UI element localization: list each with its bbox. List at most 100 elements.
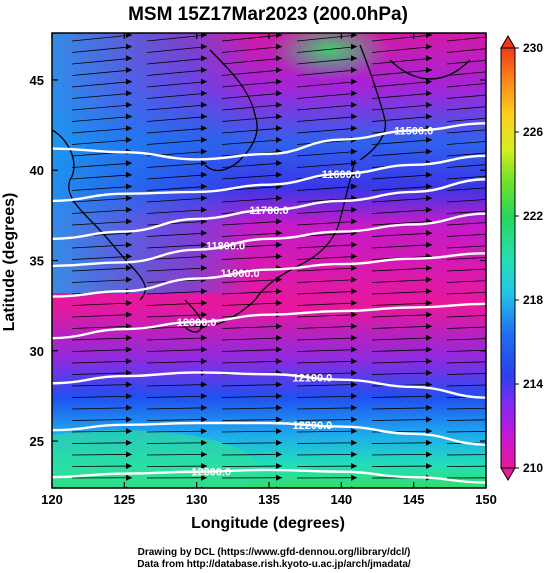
wind-vector — [446, 431, 486, 433]
y-tick-label: 40 — [30, 163, 44, 178]
wind-arrowhead — [351, 33, 357, 38]
wind-vector — [221, 81, 283, 88]
wind-arrowhead — [126, 253, 132, 260]
wind-vector — [71, 34, 133, 42]
wind-vector — [296, 360, 358, 364]
wind-vector — [446, 384, 486, 387]
wind-vector — [71, 127, 133, 134]
wind-vector — [371, 384, 433, 387]
wind-arrowhead — [201, 253, 207, 260]
wind-arrowhead — [351, 358, 357, 365]
wind-arrowhead — [201, 474, 207, 481]
wind-arrowhead — [201, 241, 207, 248]
wind-vector — [446, 338, 486, 341]
wind-arrowhead — [126, 463, 132, 470]
wind-vector — [146, 209, 208, 214]
contour-label: 11600.0 — [322, 169, 361, 181]
wind-arrowhead — [351, 346, 357, 353]
wind-vector — [296, 349, 358, 352]
wind-arrowhead — [276, 43, 282, 50]
wind-vector — [446, 36, 486, 42]
wind-arrowhead — [201, 463, 207, 470]
wind-vector — [371, 244, 433, 249]
contour-line — [52, 421, 486, 446]
wind-vector — [446, 48, 486, 53]
wind-arrowhead — [126, 334, 132, 341]
wind-vector — [371, 395, 433, 398]
wind-arrowhead — [201, 416, 207, 423]
contour-line — [52, 252, 486, 298]
wind-arrowhead — [276, 253, 282, 260]
wind-vector — [71, 57, 133, 65]
wind-vector — [71, 337, 133, 341]
wind-vector — [296, 314, 358, 318]
wind-vector — [221, 34, 283, 42]
wind-vector — [446, 349, 486, 352]
wind-vector — [146, 81, 208, 88]
wind-arrowhead — [201, 43, 207, 50]
wind-arrowhead — [351, 265, 357, 271]
wind-arrowhead — [201, 358, 207, 365]
wind-arrowhead — [351, 299, 357, 306]
wind-vector — [371, 92, 433, 99]
wind-vector — [446, 291, 486, 295]
wind-arrowhead — [126, 323, 132, 330]
wind-vector — [146, 325, 208, 329]
wind-vector — [71, 209, 133, 214]
wind-arrowhead — [426, 428, 432, 435]
wind-arrowhead — [426, 439, 432, 446]
wind-vector — [146, 395, 208, 398]
wind-vector — [446, 129, 486, 134]
contour-label: 12300.0 — [191, 466, 231, 478]
wind-arrowhead — [126, 136, 132, 143]
wind-vector — [221, 337, 283, 341]
wind-vector — [296, 395, 358, 398]
wind-vector — [371, 419, 433, 421]
wind-vector — [446, 175, 486, 180]
wind-vector — [71, 407, 133, 410]
wind-arrowhead — [201, 439, 207, 446]
wind-vector — [71, 255, 133, 260]
wind-arrowhead — [426, 171, 432, 178]
wind-arrowhead — [351, 288, 357, 295]
contour-line — [52, 212, 486, 268]
wind-vector — [146, 349, 208, 352]
wind-vector — [221, 349, 283, 352]
wind-arrowhead — [426, 148, 432, 155]
contour-label: 11800.0 — [206, 240, 245, 252]
wind-vector — [221, 325, 283, 329]
wind-vector — [296, 267, 358, 272]
wind-arrowhead — [201, 195, 207, 202]
wind-vector — [296, 442, 358, 444]
wind-arrowhead — [276, 334, 282, 341]
y-tick-label: 25 — [30, 434, 44, 449]
wind-vector — [221, 92, 283, 99]
wind-arrowhead — [276, 230, 282, 237]
wind-arrowhead — [351, 323, 357, 330]
wind-arrowhead — [276, 416, 282, 423]
wind-vector — [296, 279, 358, 283]
wind-vector — [446, 222, 486, 226]
wind-vector — [221, 139, 283, 145]
wind-arrowhead — [501, 32, 507, 38]
wind-arrowhead — [201, 113, 207, 120]
wind-arrowhead — [351, 463, 357, 470]
wind-vector — [221, 197, 283, 203]
wind-vector — [221, 255, 283, 260]
wind-arrowhead — [426, 183, 432, 190]
wind-arrowhead — [426, 381, 432, 388]
wind-arrowhead — [426, 33, 432, 38]
contour-line — [52, 122, 486, 161]
wind-vector — [71, 395, 133, 398]
wind-arrowhead — [126, 439, 132, 446]
wind-arrowhead — [426, 195, 432, 202]
wind-vector — [221, 454, 283, 456]
wind-arrowhead — [351, 160, 357, 167]
wind-vector — [296, 34, 358, 42]
wind-vector — [71, 267, 133, 272]
wind-vector — [146, 69, 208, 76]
wind-vector — [371, 454, 433, 456]
x-tick-label: 140 — [330, 492, 352, 507]
wind-arrowhead — [276, 101, 282, 108]
